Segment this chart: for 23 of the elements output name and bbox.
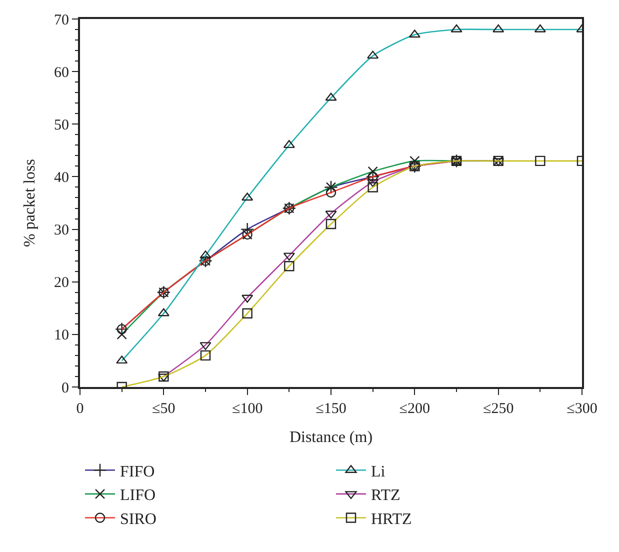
x-tick-label: ≤250 [482,401,514,417]
x-tick-label: ≤50 [152,401,176,417]
x-tick-label: 0 [76,401,84,417]
x-tick-label: ≤150 [316,401,346,417]
y-tick-label: 70 [54,12,69,28]
y-tick-label: 40 [54,170,69,186]
y-axis-title: % packet loss [21,159,38,247]
x-axis-title: Distance (m) [289,429,373,446]
legend-label: HRTZ [371,510,412,528]
y-tick-label: 20 [54,275,69,292]
y-tick-label: 10 [54,328,69,344]
legend-label: SIRO [120,510,156,528]
x-tick-label: ≤200 [399,401,430,417]
y-tick-label: 50 [54,117,69,134]
y-tick-label: 30 [54,222,69,239]
legend-label: FIFO [120,463,155,480]
y-tick-label: 0 [62,380,69,396]
legend-label: RTZ [371,487,400,504]
legend-label: LIFO [120,487,156,504]
x-tick-label: ≤100 [232,401,263,417]
x-tick-label: ≤300 [566,401,598,417]
y-tick-label: 60 [54,64,69,81]
legend-label: Li [371,463,386,480]
